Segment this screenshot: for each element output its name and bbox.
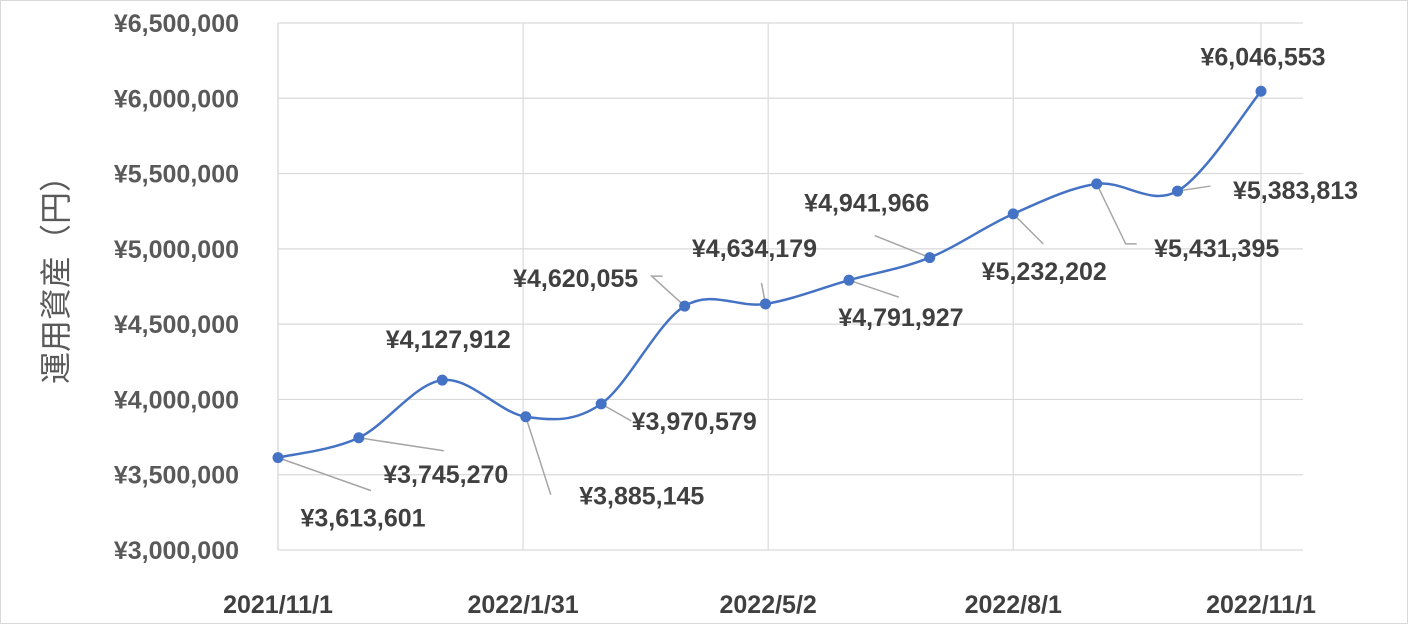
series-line — [277, 90, 1262, 459]
data-point — [1172, 185, 1184, 197]
label-leader-line — [1177, 185, 1211, 192]
label-leader-line — [358, 437, 444, 452]
y-axis-title: 運用資産（円） — [37, 160, 75, 384]
data-label: ¥5,383,813 — [1233, 177, 1358, 205]
label-leader-line — [525, 416, 552, 495]
label-leader-line — [649, 275, 686, 307]
label-leader-line — [600, 403, 632, 422]
data-label: ¥5,431,395 — [1154, 235, 1279, 263]
data-label: ¥5,232,202 — [982, 258, 1107, 286]
y-tick-label: ¥3,500,000 — [114, 462, 239, 490]
data-point — [759, 298, 771, 310]
data-label: ¥3,613,601 — [300, 505, 425, 533]
y-tick-label: ¥4,000,000 — [114, 386, 239, 414]
label-leader-line — [1012, 213, 1044, 245]
y-tick-label: ¥4,500,000 — [114, 311, 239, 339]
data-label: ¥4,634,179 — [692, 235, 817, 263]
x-tick-label: 2022/8/1 — [965, 591, 1062, 619]
label-leader-line — [1096, 183, 1137, 245]
x-tick-label: 2022/11/1 — [1206, 591, 1316, 619]
data-label: ¥4,620,055 — [513, 265, 638, 293]
data-point — [843, 274, 855, 286]
data-label: ¥4,791,927 — [838, 304, 963, 332]
label-leader-line — [277, 456, 372, 492]
x-tick-label: 2021/11/1 — [223, 591, 333, 619]
data-point — [1091, 178, 1103, 190]
data-label: ¥4,127,912 — [386, 326, 511, 354]
x-tick-label: 2022/1/31 — [467, 591, 578, 619]
y-tick-label: ¥5,500,000 — [114, 161, 239, 189]
x-tick-label: 2022/5/2 — [719, 591, 816, 619]
y-tick-label: ¥5,000,000 — [114, 236, 239, 264]
data-label: ¥6,046,553 — [1200, 43, 1325, 71]
data-point — [353, 432, 365, 444]
data-point — [436, 374, 448, 386]
label-leader-line — [874, 234, 931, 259]
data-point — [272, 452, 284, 464]
data-label: ¥4,941,966 — [804, 190, 929, 218]
data-label: ¥3,970,579 — [632, 408, 757, 436]
label-leader-line — [848, 279, 900, 298]
data-point — [679, 300, 691, 312]
y-tick-label: ¥3,000,000 — [114, 537, 239, 565]
data-point — [1007, 208, 1019, 220]
data-point — [924, 252, 936, 264]
y-tick-label: ¥6,000,000 — [114, 85, 239, 113]
data-point — [1255, 85, 1267, 97]
data-label: ¥3,885,145 — [579, 483, 704, 511]
data-point — [520, 411, 532, 423]
data-label: ¥3,745,270 — [383, 461, 508, 489]
data-point — [595, 398, 607, 410]
y-tick-label: ¥6,500,000 — [114, 10, 239, 38]
